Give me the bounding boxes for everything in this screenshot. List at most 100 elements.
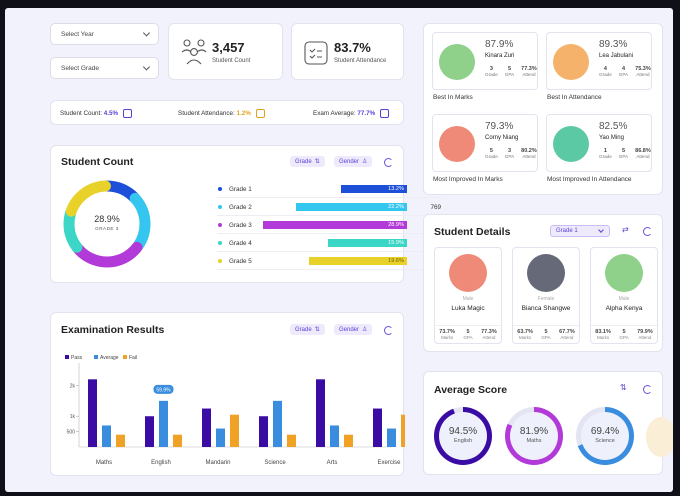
refresh-icon[interactable] [384,326,393,335]
student-card[interactable]: Female Bianca Shangwe 63.7% Marks 5 GPA 67.7% A… [512,247,580,344]
donut-center-label: GRADE 3 [95,226,119,231]
score-gauge[interactable]: 94.5% English [434,407,492,465]
grade-select[interactable]: Select Grade [50,57,159,79]
year-select[interactable]: Select Year [50,23,159,45]
dashboard: Select Year Select Grade 3,457 Student C… [5,8,673,492]
highlight-name: Lea Jabulani [599,53,634,59]
exam-bar[interactable] [116,434,125,447]
grade-row[interactable]: Grade 415.9%553 [217,235,445,252]
exam-bar[interactable] [102,425,111,447]
gauge-value: 94.5% [448,426,478,437]
exam-bar[interactable] [330,425,339,447]
exam-bar[interactable] [145,416,154,447]
x-tick-label: Mandarin [205,460,230,466]
exam-bar[interactable] [259,416,268,447]
gauge-label: Maths [526,438,542,444]
grade-row[interactable]: Grade 519.6%678 [217,253,445,270]
exam-bar[interactable] [202,408,211,447]
swap-icon[interactable]: ⇄ [622,225,629,234]
exam-gender-filter-button[interactable]: Gender ♙ [334,324,373,335]
student-count-kpi[interactable]: 3,457 Student Count [168,23,283,80]
exam-bar[interactable] [88,379,97,447]
highlight-percent: 87.9% [485,39,514,50]
student-card[interactable]: Male Alpha Kenya 83.1% Marks 5 GPA 79.9% Attend [590,247,658,344]
score-gauge[interactable]: 81.9% Maths [505,407,563,465]
highlight-caption: Best In Marks [433,94,473,101]
student-count-label: Student Count [212,58,251,64]
refresh-icon[interactable] [384,158,393,167]
attendance-kpi[interactable]: 83.7% Student Attendance [291,23,404,80]
legend-swatch [94,355,98,359]
change-student-count: Student Count: 4.5% [60,109,132,118]
score-gauge[interactable]: 69.4% Science [576,407,634,465]
legend-swatch [65,355,69,359]
legend-dot [218,205,222,209]
legend-label: Fail [129,355,137,361]
chevron-down-icon [142,29,151,37]
highlight-card[interactable]: 82.5% Yao Ming 1 Grade 5 GPA 86.8% Attend [546,114,652,172]
donut-slice[interactable] [63,180,151,268]
exam-bar[interactable] [216,428,225,447]
grade-dropdown-label: Grade 1 [556,228,578,234]
legend-dot [218,187,222,191]
donut-slice[interactable] [63,180,151,268]
average-score-title: Average Score [434,384,508,396]
grade-name: Grade 4 [229,239,252,247]
sort-icon[interactable]: ⇅ [620,383,627,392]
exam-bar[interactable] [401,414,405,447]
exam-bar[interactable] [230,414,239,447]
grade-row[interactable]: Grade 328.9%1000 [217,217,445,234]
exam-grade-sort-button[interactable]: Grade ⇅ [290,324,325,335]
student-card[interactable]: Male Luka Magic 73.7% Marks 5 GPA 77.3% Attend [434,247,502,344]
grade-bar: 19.6% [309,257,407,265]
grade-bar: 13.2% [341,185,407,193]
avatar [527,254,565,292]
gauge-value: 81.9% [519,426,549,437]
grade-bar: 22.2% [296,203,407,211]
exam-bar[interactable] [344,434,353,447]
change-attendance: Student Attendance: 1.2% [178,109,265,118]
exam-results-card: Examination Results Grade ⇅ Gender ♙ Pass A… [50,312,405,476]
bar-tooltip-label: 59.9% [156,387,171,393]
grade-name: Grade 2 [229,203,252,211]
grade-name: Grade 3 [229,221,252,229]
exam-bar[interactable] [159,400,168,447]
grade-name: Grade 5 [229,257,252,265]
avatar [439,126,475,162]
donut-slice[interactable] [63,180,151,268]
x-tick-label: Arts [327,460,338,466]
change-exam-average: Exam Average: 77.7% [313,109,389,118]
grade-bar: 15.9% [327,239,407,247]
donut-slice[interactable] [63,180,151,268]
legend-dot [218,259,222,263]
grade-sort-button[interactable]: Grade ⇅ [290,156,325,167]
highlight-percent: 82.5% [599,121,628,132]
highlight-card[interactable]: 87.9% Kinara Zuri 3 Grade 5 GPA 77.3% Attend [432,32,538,90]
exam-bar[interactable] [173,434,182,447]
exam-bar[interactable] [316,379,325,447]
highlight-stats: 4 Grade 4 GPA 75.3% Attend [599,66,651,77]
exam-bar[interactable] [387,428,396,447]
trend-up-icon [379,109,389,118]
average-score-card: Average Score ⇅ 94.5% English 81.9% Maths 69… [423,371,673,475]
legend-dot [218,223,222,227]
exam-bar[interactable] [287,434,296,447]
grade-row[interactable]: Grade 113.2%457 [217,181,445,198]
highlight-stats: 1 Grade 5 GPA 86.8% Attend [599,148,651,159]
grade-name: Grade 1 [229,185,252,193]
refresh-icon[interactable] [643,385,652,394]
highlight-card[interactable]: 89.3% Lea Jabulani 4 Grade 4 GPA 75.3% Attend [546,32,652,90]
highlight-name: Corny Niang [485,135,519,141]
gender-filter-button[interactable]: Gender ♙ [334,156,373,167]
legend-label: Pass [71,355,83,361]
refresh-icon[interactable] [643,227,652,236]
exam-bar[interactable] [273,400,282,447]
grade-row[interactable]: Grade 2 22.2% 769 [217,199,445,216]
checklist-icon [304,41,328,65]
legend-swatch [123,355,127,359]
grade-dropdown[interactable]: Grade 1 [550,225,610,237]
avatar [449,254,487,292]
exam-bar[interactable] [373,408,382,447]
highlight-card[interactable]: 79.3% Corny Niang 5 Grade 3 GPA 80.2% Attend [432,114,538,172]
highlight-caption: Most Improved In Marks [433,176,503,183]
